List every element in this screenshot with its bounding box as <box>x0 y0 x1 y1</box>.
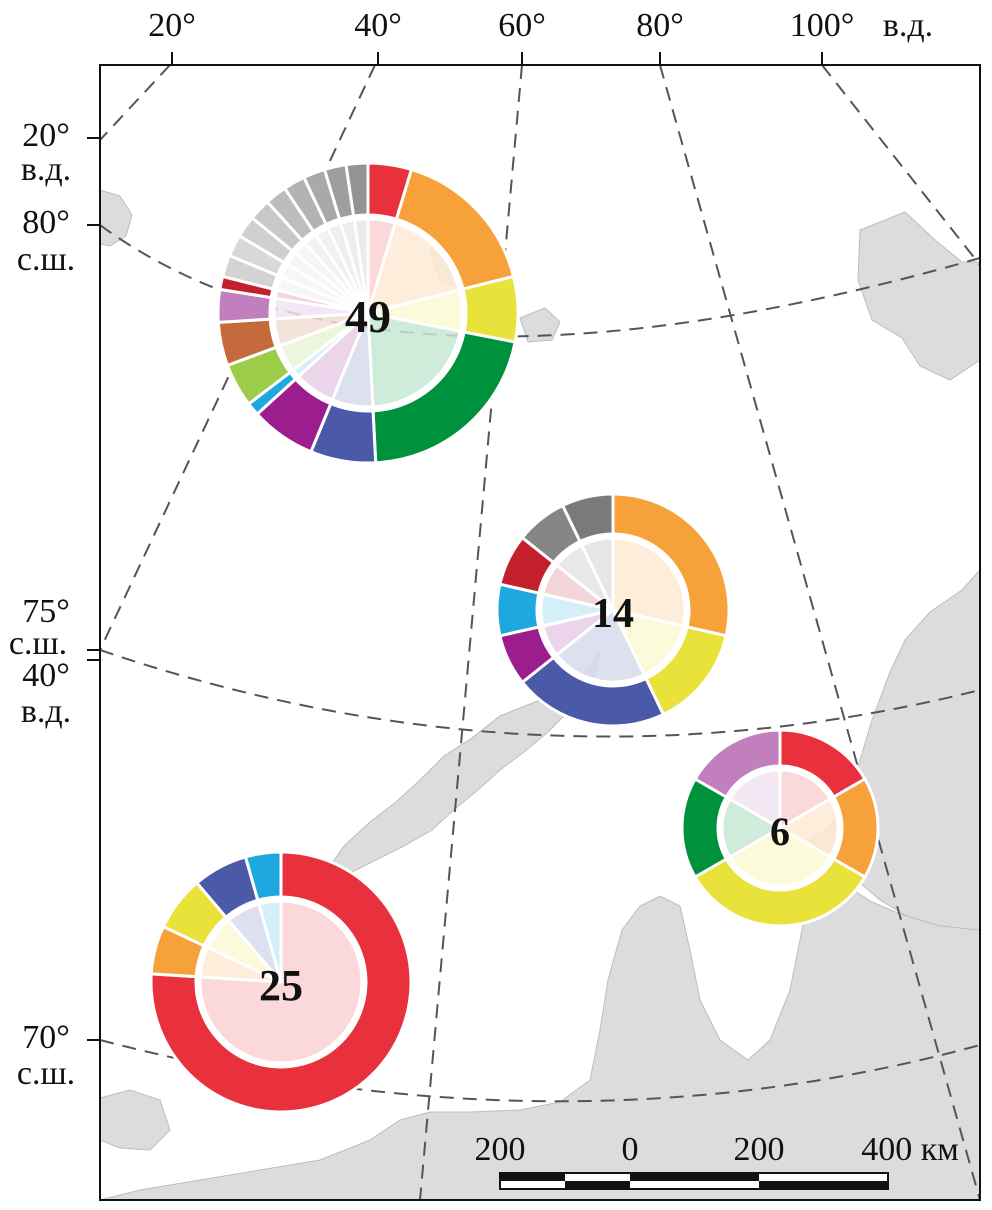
pie-chart-25: 25 <box>149 850 413 1114</box>
chart-total-label: 14 <box>592 591 634 637</box>
lon-label-40: 40° <box>354 7 402 44</box>
land-severnaya-zemlya <box>857 211 980 381</box>
left-label-value: 80° <box>22 204 70 241</box>
top-ticks <box>171 52 823 65</box>
scale-tick-label: 0 <box>622 1131 639 1168</box>
left-label-value: 70° <box>22 1019 70 1056</box>
scale-bar: 200 0 200 400 км <box>475 1131 959 1190</box>
top-longitude-labels: 20° 40° 60° 80° 100° в.д. <box>148 7 933 44</box>
scale-tick-label: 200 <box>475 1131 526 1168</box>
lon-label-100: 100° <box>790 7 855 44</box>
pie-ring-separator <box>537 534 689 686</box>
pie-inner-slice <box>365 221 461 316</box>
left-label-unit: с.ш. <box>9 625 67 662</box>
pie-inner-slice <box>611 536 687 628</box>
pie-inner-slice <box>610 607 685 677</box>
pie-inner-slice <box>777 796 840 860</box>
chart-total-label: 25 <box>259 961 303 1010</box>
left-label-unit: с.ш. <box>17 1055 75 1092</box>
land-kola <box>100 1089 171 1151</box>
chart-total-label: 6 <box>770 809 790 854</box>
left-labels: 20° в.д. 80° с.ш. 75° с.ш. 40° в.д. 70° … <box>9 117 75 1092</box>
lon-label-60: 60° <box>498 7 546 44</box>
left-ticks <box>87 137 100 1041</box>
pie-ring-separator <box>270 215 466 411</box>
left-label-value: 20° <box>22 117 70 154</box>
scale-tick-label: 400 км <box>861 1131 959 1168</box>
pie-inner-slice <box>366 311 462 409</box>
pie-chart-6: 6 <box>680 728 880 928</box>
left-label-value: 40° <box>22 657 70 694</box>
top-unit-label: в.д. <box>883 7 933 44</box>
pie-inner-slice <box>778 768 833 831</box>
scale-tick-label: 200 <box>734 1131 785 1168</box>
left-label-unit: с.ш. <box>17 241 75 278</box>
land-svalbard <box>100 189 133 247</box>
pie-chart-49: 49 <box>216 161 520 465</box>
pie-inner-slice <box>554 607 647 684</box>
lon-label-20: 20° <box>148 7 196 44</box>
lon-label-80: 80° <box>636 7 684 44</box>
left-label-value: 75° <box>22 593 70 630</box>
pie-chart-14: 14 <box>495 492 731 728</box>
chart-total-label: 49 <box>345 291 391 342</box>
pie-ring-separator <box>196 897 366 1067</box>
pie-inner-slice <box>720 796 783 860</box>
pie-ring-separator <box>718 766 842 890</box>
left-label-unit: в.д. <box>21 151 71 188</box>
pie-inner-slice <box>727 768 782 831</box>
map-frame <box>99 64 981 1201</box>
pie-inner-slice <box>727 826 833 888</box>
left-label-unit: в.д. <box>21 693 71 730</box>
